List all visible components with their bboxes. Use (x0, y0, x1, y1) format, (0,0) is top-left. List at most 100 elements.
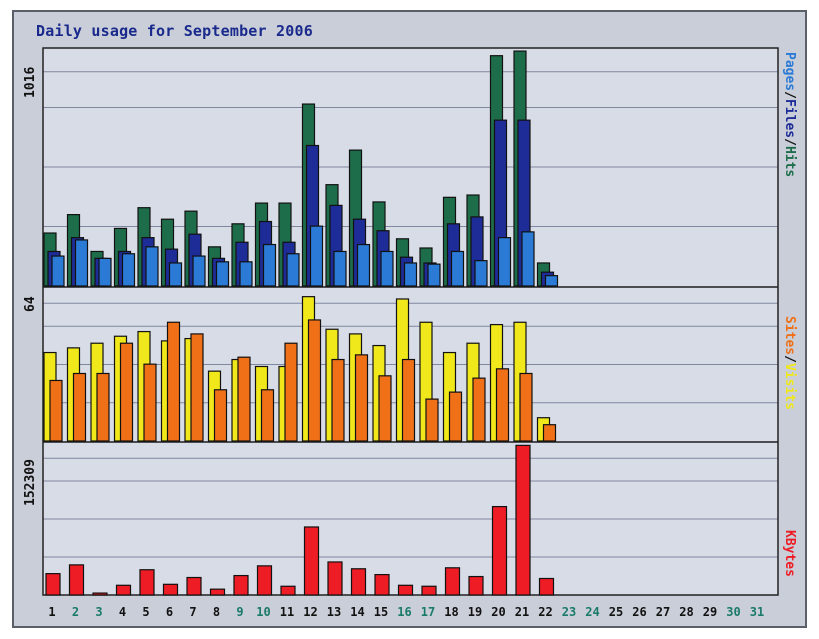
bar-sites-day-8 (213, 389, 228, 442)
x-tick-label-day-27: 27 (655, 605, 671, 619)
x-tick-label-day-13: 13 (326, 605, 342, 619)
bar-kbytes-day-13 (327, 561, 343, 596)
bar-kbytes-day-7 (186, 576, 202, 596)
bar-sites-day-18 (448, 391, 463, 442)
bar-pages-day-11 (286, 253, 300, 287)
bar-kbytes-day-2 (68, 564, 85, 596)
bar-pages-day-8 (215, 261, 230, 287)
y-max-label-sites-visits: 64 (23, 296, 38, 312)
bar-pages-day-15 (380, 250, 394, 287)
bar-kbytes-day-6 (162, 583, 179, 596)
bar-kbytes-day-21 (515, 444, 531, 596)
x-tick-label-day-24: 24 (585, 605, 600, 619)
bar-kbytes-day-10 (256, 565, 273, 596)
bar-pages-day-13 (333, 250, 347, 287)
bar-sites-day-3 (96, 372, 110, 442)
bar-pages-day-21 (521, 231, 535, 287)
x-tick-label-day-16: 16 (397, 605, 412, 619)
bar-sites-day-17 (425, 398, 439, 442)
bar-pages-day-22 (544, 275, 559, 287)
x-tick-label-day-6: 6 (165, 605, 174, 619)
x-tick-label-day-20: 20 (491, 605, 506, 619)
legend-top: Pages/Files/Hits (782, 52, 797, 177)
bar-pages-day-14 (356, 243, 371, 287)
x-tick-label-day-25: 25 (608, 605, 624, 619)
bar-sites-day-14 (354, 354, 369, 442)
bar-kbytes-day-12 (303, 526, 320, 596)
x-tick-label-day-5: 5 (142, 605, 150, 619)
bar-sites-day-10 (260, 389, 275, 442)
bar-sites-day-16 (401, 358, 416, 442)
bar-sites-day-5 (143, 363, 157, 442)
x-tick-label-day-17: 17 (420, 605, 436, 619)
bar-kbytes-day-18 (444, 567, 461, 596)
y-max-label-kbytes: 152309 (23, 459, 38, 506)
bar-sites-day-1 (49, 379, 63, 442)
x-tick-label-day-11: 11 (279, 605, 295, 619)
x-tick-label-day-9: 9 (236, 605, 244, 619)
chart-title: Daily usage for September 2006 (36, 22, 313, 40)
bar-kbytes-day-17 (421, 585, 437, 596)
bar-pages-day-9 (239, 261, 253, 287)
bar-kbytes-day-3 (92, 592, 108, 596)
bar-kbytes-day-4 (115, 584, 132, 596)
bar-pages-day-18 (450, 250, 465, 287)
x-tick-label-day-2: 2 (71, 605, 80, 619)
bar-kbytes-day-14 (350, 568, 367, 596)
bar-sites-day-12 (307, 319, 322, 442)
x-tick-label-day-7: 7 (189, 605, 197, 619)
bar-kbytes-day-9 (233, 574, 249, 596)
bar-sites-day-7 (190, 333, 204, 442)
bar-pages-day-4 (121, 253, 136, 287)
legend-entry: Sites (782, 316, 797, 356)
legend-middle: Sites/Visits (782, 316, 797, 410)
legend-entry: Files (782, 98, 797, 139)
x-tick-label-day-29: 29 (702, 605, 718, 619)
bar-sites-day-13 (331, 358, 345, 442)
bar-kbytes-day-11 (280, 585, 296, 596)
legend-entry: / (782, 91, 797, 99)
bar-pages-day-1 (51, 255, 65, 287)
x-tick-label-day-21: 21 (514, 605, 530, 619)
x-tick-label-day-4: 4 (118, 605, 127, 619)
legend-entry: / (782, 355, 797, 363)
x-tick-label-day-10: 10 (256, 605, 271, 619)
x-tick-label-day-3: 3 (95, 605, 103, 619)
bar-pages-day-7 (192, 255, 206, 287)
x-tick-label-day-26: 26 (632, 605, 647, 619)
y-max-label-hits-files-pages: 1016 (23, 66, 38, 98)
x-tick-label-day-14: 14 (350, 605, 365, 619)
bar-sites-day-19 (472, 377, 486, 442)
x-tick-label-day-12: 12 (303, 605, 318, 619)
x-tick-label-day-23: 23 (561, 605, 577, 619)
bar-kbytes-day-20 (491, 505, 508, 596)
bar-kbytes-day-16 (397, 584, 414, 596)
bar-kbytes-day-8 (209, 588, 226, 596)
x-tick-label-day-30: 30 (726, 605, 741, 619)
x-tick-label-day-8: 8 (212, 605, 221, 619)
bar-pages-day-3 (98, 257, 112, 287)
x-tick-label-day-19: 19 (467, 605, 483, 619)
bar-sites-day-9 (237, 356, 251, 442)
bar-pages-day-17 (427, 263, 441, 287)
bar-pages-day-12 (309, 225, 324, 287)
bar-sites-day-20 (495, 368, 510, 442)
x-tick-label-day-22: 22 (538, 605, 553, 619)
legend-bottom: KBytes (782, 530, 797, 577)
x-tick-label-day-18: 18 (444, 605, 459, 619)
legend-entry: KBytes (782, 530, 797, 577)
bar-sites-day-4 (119, 342, 134, 442)
bar-sites-day-6 (166, 321, 181, 442)
bar-pages-day-5 (145, 246, 159, 287)
x-tick-label-day-31: 31 (749, 605, 765, 619)
legend-entry: / (782, 138, 797, 146)
bar-sites-day-15 (378, 375, 392, 442)
x-tick-label-day-28: 28 (679, 605, 694, 619)
bar-kbytes-day-1 (45, 573, 61, 596)
bar-kbytes-day-19 (468, 575, 484, 596)
bar-kbytes-day-15 (374, 573, 390, 596)
bar-pages-day-20 (497, 237, 512, 287)
bar-pages-day-6 (168, 262, 183, 287)
bar-pages-day-10 (262, 243, 277, 287)
